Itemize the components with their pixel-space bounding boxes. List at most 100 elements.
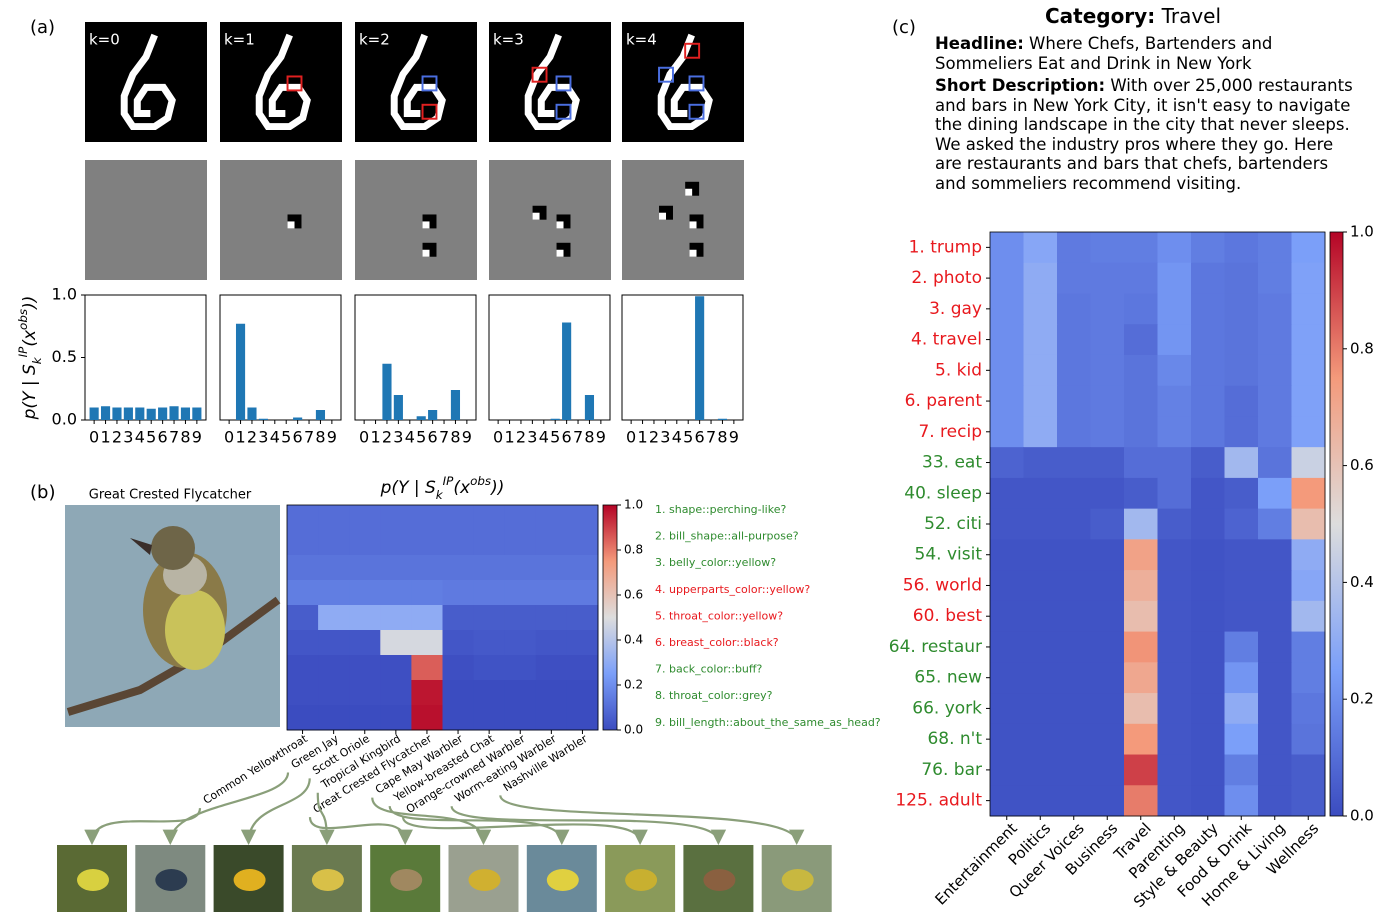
mask-patch-light [423, 221, 430, 228]
x-tick-label: 8 [450, 428, 460, 447]
heatmap-cell [567, 580, 599, 606]
heatmap-cell [1057, 755, 1091, 786]
heatmap-cell [1225, 509, 1259, 540]
heatmap-cell [567, 705, 599, 731]
row-label: 8. throat_color::grey? [655, 689, 773, 702]
heatmap-cell [1225, 632, 1259, 663]
x-tick-label: 4 [270, 428, 280, 447]
heatmap-cell [536, 605, 568, 631]
mask-patches [288, 214, 302, 228]
bird-head [151, 526, 195, 570]
heatmap-cell [1124, 232, 1158, 263]
bar [192, 408, 201, 421]
heatmap-cell [505, 530, 537, 556]
heatmap-cell [1124, 724, 1158, 755]
y-tick-label: 0.0 [52, 410, 77, 429]
heatmap-cell [990, 386, 1024, 417]
heatmap-cell [318, 505, 350, 531]
step-label: k=3 [493, 31, 524, 49]
mask-patch-light [690, 250, 697, 257]
heatmap-cell [349, 505, 381, 531]
thumbnail-bird [625, 869, 657, 891]
colorbar-tick-label: 0.8 [624, 543, 643, 557]
heatmap-cell [380, 705, 412, 731]
mask-patch-light [690, 221, 697, 228]
column-label: Entertainment [931, 819, 1020, 908]
x-tick-label: 5 [416, 428, 426, 447]
heatmap-cell [1191, 570, 1225, 601]
row-label: 56. world [903, 575, 982, 595]
heatmap-cell [1124, 601, 1158, 632]
heatmap-cell [380, 555, 412, 581]
heatmap-cell [1057, 509, 1091, 540]
x-tick-label: 9 [327, 428, 337, 447]
x-tick-label: 7 [169, 428, 179, 447]
heatmap-cell [1124, 478, 1158, 509]
heatmap-cell [1091, 447, 1125, 478]
heatmap-cell [1225, 232, 1259, 263]
description-label: Short Description: [935, 76, 1105, 95]
heatmap-cell [474, 655, 506, 681]
x-tick-label: 0 [626, 428, 636, 447]
bar [124, 408, 133, 421]
heatmap-cell [1057, 447, 1091, 478]
heatmap-cell [1225, 447, 1259, 478]
heatmap-cell [1057, 632, 1091, 663]
heatmap-cell [1091, 386, 1125, 417]
link-arrow [500, 795, 796, 842]
heatmap-cell [1225, 570, 1259, 601]
heatmap-cell [990, 755, 1024, 786]
y-tick-label: 1.0 [52, 285, 77, 304]
heatmap-cell [411, 505, 443, 531]
heatmap-cell [1124, 416, 1158, 447]
colorbar-tick-label: 0.2 [624, 678, 643, 692]
heatmap-cell [505, 580, 537, 606]
thumbnail-bird [77, 869, 109, 891]
heatmap-cell [1024, 724, 1058, 755]
bar [718, 419, 727, 420]
heatmap-cell [318, 655, 350, 681]
link-arrow [92, 808, 200, 842]
heatmap-cell [990, 724, 1024, 755]
bar [101, 406, 110, 420]
heatmap-cell [1024, 693, 1058, 724]
colorbar-tick-label: 0.4 [624, 633, 643, 647]
heatmap-cell [1091, 570, 1125, 601]
heatmap-cell [1225, 724, 1259, 755]
colorbar-tick-label: 0.6 [1350, 456, 1374, 474]
x-tick-label: 8 [180, 428, 190, 447]
heatmap-cell [1124, 632, 1158, 663]
heatmap-cell [380, 530, 412, 556]
heatmap-cell [411, 605, 443, 631]
heatmap-cell [1225, 539, 1259, 570]
panel-label: (c) [892, 17, 916, 38]
heatmap-cell [1158, 570, 1192, 601]
heatmap-cell [1258, 601, 1292, 632]
bar [158, 408, 167, 421]
heatmap-cell [990, 324, 1024, 355]
row-label: 4. travel [911, 330, 982, 350]
row-label: 68. n't [927, 729, 982, 749]
bar [428, 410, 437, 420]
heatmap-cell [318, 580, 350, 606]
category-title: Category: Travel [1045, 4, 1221, 28]
heatmap-cell [1024, 755, 1058, 786]
colorbar-tick-label: 0.8 [1350, 339, 1374, 357]
heatmap-cell [567, 630, 599, 656]
heatmap-cell [1258, 755, 1292, 786]
x-tick-label: 2 [382, 428, 392, 447]
article-text: Headline: Where Chefs, Bartenders and So… [935, 34, 1363, 196]
row-label: 2. bill_shape::all-purpose? [655, 530, 799, 543]
heatmap-cell [1057, 293, 1091, 324]
x-tick-label: 1 [370, 428, 380, 447]
heatmap-cell [990, 693, 1024, 724]
row-label: 4. upperparts_color::yellow? [655, 583, 810, 596]
x-tick-label: 4 [672, 428, 682, 447]
heatmap-cell [1191, 601, 1225, 632]
bar [169, 406, 178, 420]
plot-frame [85, 295, 206, 420]
heatmap-cell [1258, 263, 1292, 294]
heatmap-cell [1258, 724, 1292, 755]
bar [382, 364, 391, 420]
heatmap-cell [1191, 324, 1225, 355]
